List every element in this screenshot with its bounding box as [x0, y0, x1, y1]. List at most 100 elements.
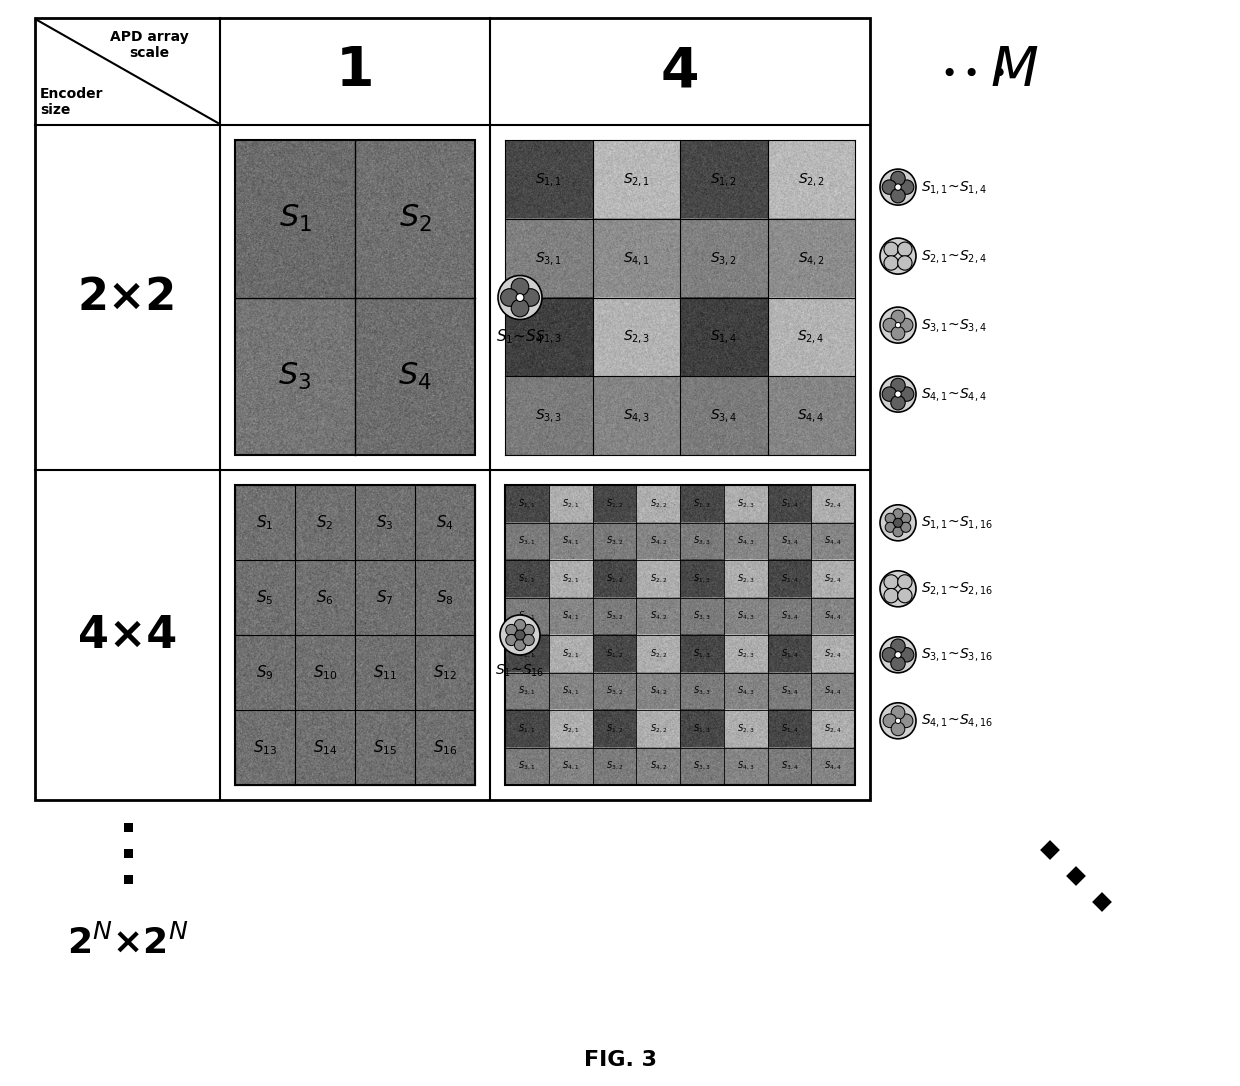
- Text: APD array
scale: APD array scale: [110, 30, 188, 60]
- Text: $S_{4,2}$: $S_{4,2}$: [650, 610, 667, 622]
- Text: 4: 4: [661, 45, 699, 99]
- Text: $S_{1,1}$: $S_{1,1}$: [518, 497, 536, 510]
- Circle shape: [880, 307, 916, 343]
- Text: $S_{1,1}$: $S_{1,1}$: [518, 722, 536, 735]
- Circle shape: [892, 706, 905, 720]
- Text: $S_{1,1}$: $S_{1,1}$: [536, 171, 563, 188]
- Text: $S_{3,4}$: $S_{3,4}$: [711, 407, 738, 425]
- Text: $S_{1,3}$: $S_{1,3}$: [693, 572, 711, 585]
- Circle shape: [895, 323, 900, 328]
- Circle shape: [523, 634, 534, 645]
- Circle shape: [893, 527, 903, 536]
- Text: $S_{2,3}$: $S_{2,3}$: [622, 328, 650, 345]
- Text: $S_{4,4}$: $S_{4,4}$: [825, 685, 842, 697]
- Circle shape: [899, 387, 914, 402]
- Text: $S_{4,3}$: $S_{4,3}$: [737, 760, 754, 772]
- Text: $S_{3,3}$: $S_{3,3}$: [693, 610, 711, 622]
- Circle shape: [898, 255, 913, 270]
- Circle shape: [894, 518, 903, 528]
- Text: $S_{1,4}$: $S_{1,4}$: [781, 497, 799, 510]
- Text: $S_{1,2}$: $S_{1,2}$: [606, 497, 622, 510]
- Circle shape: [890, 189, 905, 203]
- Circle shape: [885, 514, 895, 523]
- Text: 2×2: 2×2: [78, 276, 177, 319]
- Text: $S_{2,4}$: $S_{2,4}$: [825, 647, 842, 660]
- Text: $S_{4,1}$: $S_{4,1}$: [562, 685, 579, 697]
- Circle shape: [892, 722, 905, 735]
- Text: $S_{4,2}$: $S_{4,2}$: [650, 535, 667, 547]
- Text: $S_{3,3}$: $S_{3,3}$: [693, 685, 711, 697]
- Circle shape: [882, 180, 897, 194]
- Text: $S_{4,3}$: $S_{4,3}$: [737, 610, 754, 622]
- Text: $S_{2,1}$: $S_{2,1}$: [622, 171, 650, 188]
- Circle shape: [880, 636, 916, 673]
- Text: $S_{2,1}$: $S_{2,1}$: [562, 647, 579, 660]
- Text: $S_{1,2}$: $S_{1,2}$: [606, 572, 622, 585]
- Text: $S_1$~$S_4$: $S_1$~$S_4$: [496, 328, 544, 346]
- Text: $S_{2,2}$: $S_{2,2}$: [650, 647, 667, 660]
- Circle shape: [895, 652, 901, 658]
- Circle shape: [884, 255, 898, 270]
- Text: $S_{4,1}$: $S_{4,1}$: [562, 535, 579, 547]
- Text: $S_{4,1}$: $S_{4,1}$: [562, 610, 579, 622]
- Text: $S_{2,3}$: $S_{2,3}$: [737, 572, 754, 585]
- Circle shape: [890, 656, 905, 671]
- Text: $S_{1,4}$: $S_{1,4}$: [781, 572, 799, 585]
- Text: $S_{4,1}$~$S_{4,4}$: $S_{4,1}$~$S_{4,4}$: [921, 386, 987, 403]
- Circle shape: [880, 169, 916, 205]
- Circle shape: [900, 514, 911, 523]
- Text: $S_2$: $S_2$: [398, 203, 432, 235]
- Circle shape: [884, 242, 898, 256]
- Circle shape: [523, 624, 534, 635]
- Text: $S_{4,2}$: $S_{4,2}$: [650, 760, 667, 772]
- Text: $S_3$: $S_3$: [278, 361, 311, 392]
- Circle shape: [498, 276, 542, 319]
- Text: $S_{1,1}$: $S_{1,1}$: [518, 572, 536, 585]
- Text: $S_{3,1}$: $S_{3,1}$: [518, 760, 536, 772]
- Circle shape: [511, 300, 528, 317]
- Text: $S_4$: $S_4$: [398, 361, 432, 392]
- Text: $S_{3,2}$: $S_{3,2}$: [606, 535, 622, 547]
- Circle shape: [898, 574, 913, 590]
- Text: $S_{1,4}$: $S_{1,4}$: [781, 722, 799, 735]
- Bar: [1092, 892, 1112, 912]
- Text: $S_{12}$: $S_{12}$: [433, 664, 458, 682]
- Bar: [124, 849, 133, 858]
- Text: $S_{2,1}$: $S_{2,1}$: [562, 572, 579, 585]
- Circle shape: [883, 714, 897, 728]
- Text: $S_{3,2}$: $S_{3,2}$: [606, 760, 622, 772]
- Circle shape: [515, 630, 525, 640]
- Circle shape: [515, 640, 526, 651]
- Text: $S_{1,2}$: $S_{1,2}$: [711, 171, 738, 188]
- Text: $S_{4,4}$: $S_{4,4}$: [825, 760, 842, 772]
- Circle shape: [506, 634, 517, 645]
- Text: $S_{3,1}$: $S_{3,1}$: [518, 535, 536, 547]
- Text: $S_{3,1}$~$S_{3,16}$: $S_{3,1}$~$S_{3,16}$: [921, 646, 993, 664]
- Text: $S_{3,3}$: $S_{3,3}$: [536, 407, 563, 425]
- Text: FIG. 3: FIG. 3: [584, 1050, 656, 1070]
- Text: $S_{4,4}$: $S_{4,4}$: [825, 610, 842, 622]
- Circle shape: [892, 327, 905, 340]
- Text: $S_{1,1}$: $S_{1,1}$: [518, 647, 536, 660]
- Circle shape: [880, 703, 916, 738]
- Text: $\bullet\bullet\bullet$: $\bullet\bullet\bullet$: [940, 58, 1006, 86]
- Text: $S_{2,4}$: $S_{2,4}$: [797, 328, 825, 345]
- Circle shape: [890, 378, 905, 393]
- Text: $S_{3,4}$: $S_{3,4}$: [781, 535, 799, 547]
- Text: $S_{3,3}$: $S_{3,3}$: [693, 760, 711, 772]
- Circle shape: [885, 522, 895, 532]
- Text: $S_1$: $S_1$: [279, 203, 311, 235]
- Text: $S_{13}$: $S_{13}$: [253, 738, 278, 757]
- Text: $S_{1,3}$: $S_{1,3}$: [693, 647, 711, 660]
- Text: Encoder
size: Encoder size: [40, 87, 103, 117]
- Circle shape: [890, 639, 905, 654]
- Text: $S_{2,2}$: $S_{2,2}$: [650, 572, 667, 585]
- Text: $S_{3,4}$: $S_{3,4}$: [781, 760, 799, 772]
- Text: $S_{4,3}$: $S_{4,3}$: [737, 535, 754, 547]
- Text: $S_{15}$: $S_{15}$: [373, 738, 397, 757]
- Circle shape: [880, 505, 916, 541]
- Text: $S_{1,1}$~$S_{1,16}$: $S_{1,1}$~$S_{1,16}$: [921, 515, 993, 531]
- Circle shape: [895, 391, 901, 397]
- Text: $S_1$~$S_{16}$: $S_1$~$S_{16}$: [495, 662, 544, 680]
- Circle shape: [506, 624, 517, 635]
